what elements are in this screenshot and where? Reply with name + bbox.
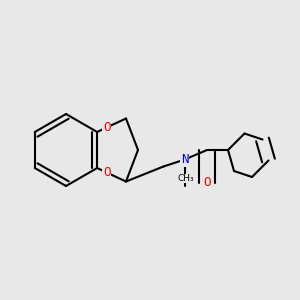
Text: CH₃: CH₃ (178, 174, 194, 183)
Text: O: O (203, 176, 211, 190)
Text: O: O (103, 166, 110, 179)
Text: O: O (103, 121, 110, 134)
Text: N: N (181, 153, 188, 166)
